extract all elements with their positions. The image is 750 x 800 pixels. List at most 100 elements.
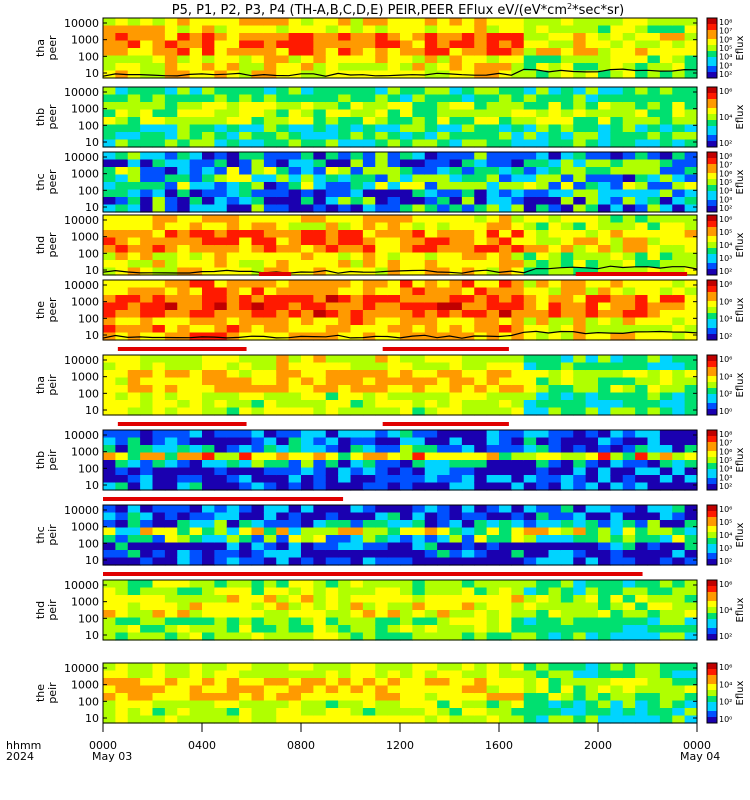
- heatmap-cell: [338, 280, 352, 289]
- heatmap-cell: [523, 252, 537, 261]
- heatmap-cell: [672, 445, 686, 454]
- heatmap-cell: [412, 678, 426, 687]
- heatmap-cell: [325, 317, 339, 326]
- heatmap-cell: [610, 602, 624, 611]
- heatmap-cell: [635, 430, 649, 439]
- heatmap-cell: [214, 63, 228, 72]
- heatmap-cell: [523, 280, 537, 289]
- heatmap-cell: [486, 527, 500, 536]
- heatmap-cell: [189, 580, 203, 589]
- heatmap-cell: [523, 610, 537, 619]
- colorbar-segment: [707, 541, 717, 545]
- heatmap-cell: [140, 230, 154, 239]
- heatmap-cell: [362, 25, 376, 34]
- heatmap-cell: [585, 542, 599, 551]
- heatmap-cell: [449, 505, 463, 514]
- heatmap-cell: [226, 252, 240, 261]
- heatmap-cell: [449, 310, 463, 319]
- heatmap-cell: [276, 287, 290, 296]
- heatmap-cell: [313, 302, 327, 311]
- heatmap-cell: [449, 174, 463, 183]
- heatmap-cell: [424, 708, 438, 717]
- heatmap-cell: [251, 437, 265, 446]
- heatmap-cell: [437, 715, 451, 724]
- heatmap-cell: [189, 204, 203, 213]
- heatmap-cell: [573, 63, 587, 72]
- panel-tha-peer: 10000100010010thapeer10⁸10⁷10⁶10⁵10⁴10³1…: [34, 17, 746, 80]
- colorbar-tick-label: 10⁸: [719, 430, 732, 439]
- heatmap-cell: [610, 430, 624, 439]
- heatmap-cell: [474, 685, 488, 694]
- heatmap-cell: [486, 625, 500, 634]
- heatmap-cell: [239, 512, 253, 521]
- heatmap-cell: [338, 40, 352, 49]
- heatmap-cell: [548, 302, 562, 311]
- heatmap-cell: [214, 252, 228, 261]
- colorbar-segment: [707, 382, 717, 386]
- heatmap-cell: [474, 87, 488, 96]
- heatmap-cell: [325, 430, 339, 439]
- heatmap-cell: [511, 94, 525, 103]
- heatmap-cell: [350, 332, 364, 341]
- colorbar-segment: [707, 224, 717, 228]
- heatmap-cell: [548, 602, 562, 611]
- heatmap-cell: [598, 25, 611, 34]
- heatmap-cell: [362, 124, 376, 133]
- heatmap-cell: [511, 617, 525, 626]
- heatmap-cell: [647, 700, 661, 709]
- colorbar-tick-label: 10⁷: [719, 27, 732, 36]
- heatmap-cell: [585, 355, 599, 364]
- heatmap-cell: [251, 708, 265, 717]
- heatmap-cell: [226, 550, 240, 559]
- heatmap-cell: [659, 295, 673, 304]
- heatmap-cell: [115, 392, 129, 401]
- heatmap-cell: [536, 117, 550, 126]
- heatmap-cell: [387, 550, 401, 559]
- heatmap-cell: [263, 542, 277, 551]
- heatmap-cell: [424, 40, 438, 49]
- heatmap-cell: [548, 467, 562, 476]
- heatmap-cell: [226, 430, 240, 439]
- heatmap-cell: [325, 452, 339, 461]
- heatmap-cell: [338, 512, 352, 521]
- heatmap-cell: [548, 550, 562, 559]
- heatmap-cell: [251, 610, 265, 619]
- heatmap-cell: [362, 715, 376, 724]
- heatmap-cell: [672, 557, 686, 566]
- heatmap-cell: [560, 557, 574, 566]
- heatmap-cell: [548, 557, 562, 566]
- heatmap-cell: [325, 252, 339, 261]
- heatmap-cell: [412, 362, 426, 371]
- heatmap-cell: [659, 610, 673, 619]
- heatmap-cell: [672, 139, 686, 148]
- heatmap-cell: [350, 237, 364, 246]
- heatmap-cell: [523, 587, 537, 596]
- heatmap-cell: [239, 715, 253, 724]
- heatmap-cell: [585, 109, 599, 118]
- heatmap-cell: [585, 230, 599, 239]
- heatmap-cell: [610, 124, 624, 133]
- heatmap-cell: [301, 437, 314, 446]
- heatmap-cell: [214, 139, 228, 148]
- heatmap-cell: [511, 700, 525, 709]
- heatmap-cell: [622, 182, 636, 191]
- heatmap-cell: [214, 222, 228, 231]
- heatmap-cell: [387, 189, 401, 198]
- heatmap-cell: [474, 204, 488, 213]
- heatmap-cell: [486, 685, 500, 694]
- colorbar-segment: [707, 388, 717, 392]
- y-tick-label: 10000: [64, 86, 99, 99]
- heatmap-cell: [239, 87, 253, 96]
- heatmap-cell: [127, 18, 141, 27]
- heatmap-cell: [461, 550, 475, 559]
- heatmap-cell: [325, 167, 339, 176]
- colorbar-segment: [707, 592, 717, 596]
- heatmap-cell: [672, 124, 686, 133]
- heatmap-cell: [672, 377, 686, 386]
- heatmap-cell: [461, 715, 475, 724]
- heatmap-cell: [350, 152, 364, 161]
- colorbar-segment: [707, 63, 717, 67]
- heatmap-cell: [610, 152, 624, 161]
- heatmap-cell: [127, 678, 141, 687]
- heatmap-cell: [684, 280, 698, 289]
